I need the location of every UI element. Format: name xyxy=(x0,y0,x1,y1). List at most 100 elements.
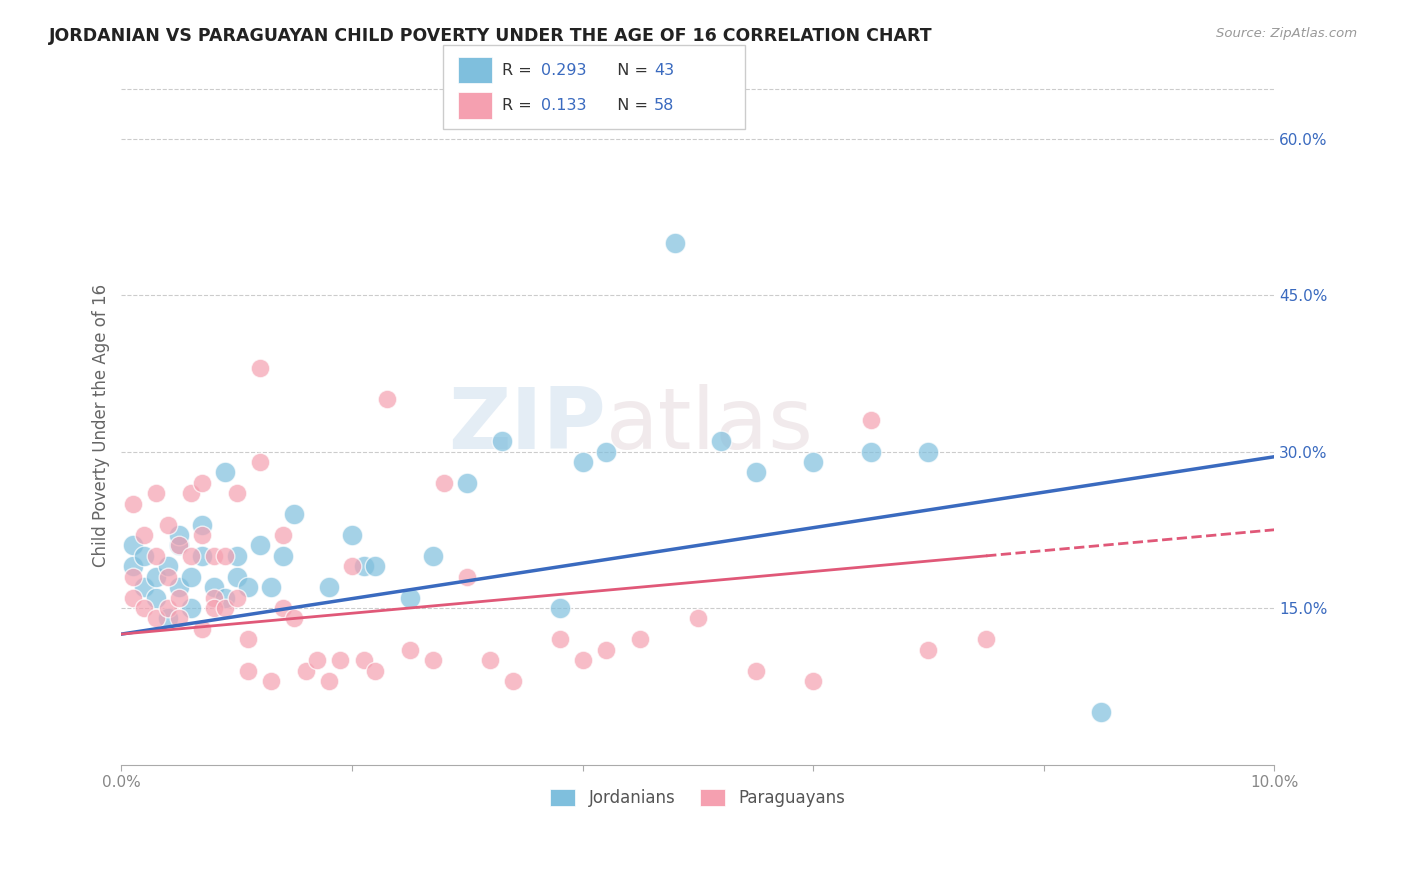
Point xyxy=(283,611,305,625)
Text: 43: 43 xyxy=(654,62,673,78)
Point xyxy=(364,664,387,678)
Point xyxy=(974,632,997,647)
Point xyxy=(744,664,766,678)
Point xyxy=(225,591,247,605)
Point xyxy=(456,475,478,490)
Point xyxy=(180,601,202,615)
Point xyxy=(145,570,167,584)
Point xyxy=(122,570,145,584)
Text: N =: N = xyxy=(607,62,654,78)
Point xyxy=(260,580,283,594)
Text: 58: 58 xyxy=(654,98,673,113)
Point xyxy=(318,674,340,689)
Y-axis label: Child Poverty Under the Age of 16: Child Poverty Under the Age of 16 xyxy=(93,284,110,567)
Point xyxy=(801,455,824,469)
Point xyxy=(202,549,225,563)
Point xyxy=(145,486,167,500)
Point xyxy=(398,642,420,657)
Point xyxy=(283,507,305,521)
Point xyxy=(249,455,271,469)
Text: JORDANIAN VS PARAGUAYAN CHILD POVERTY UNDER THE AGE OF 16 CORRELATION CHART: JORDANIAN VS PARAGUAYAN CHILD POVERTY UN… xyxy=(49,27,932,45)
Point xyxy=(917,642,939,657)
Point xyxy=(329,653,352,667)
Point xyxy=(859,444,882,458)
Point xyxy=(180,570,202,584)
Point xyxy=(249,361,271,376)
Point xyxy=(202,601,225,615)
Legend: Jordanians, Paraguayans: Jordanians, Paraguayans xyxy=(544,782,852,814)
Point xyxy=(318,580,340,594)
Point xyxy=(456,570,478,584)
Point xyxy=(156,611,179,625)
Text: R =: R = xyxy=(502,62,537,78)
Point xyxy=(479,653,502,667)
Point xyxy=(191,475,214,490)
Point xyxy=(686,611,709,625)
Point xyxy=(249,538,271,552)
Point xyxy=(353,653,375,667)
Point xyxy=(214,601,236,615)
Point xyxy=(122,497,145,511)
Point xyxy=(433,475,456,490)
Point xyxy=(191,528,214,542)
Text: ZIP: ZIP xyxy=(449,384,606,467)
Point xyxy=(180,549,202,563)
Point xyxy=(122,591,145,605)
Point xyxy=(238,664,260,678)
Text: 0.133: 0.133 xyxy=(541,98,586,113)
Point xyxy=(595,642,617,657)
Point xyxy=(595,444,617,458)
Point xyxy=(571,455,593,469)
Point xyxy=(134,549,156,563)
Point xyxy=(214,591,236,605)
Point xyxy=(340,528,363,542)
Point xyxy=(202,580,225,594)
Text: atlas: atlas xyxy=(606,384,814,467)
Point xyxy=(364,559,387,574)
Point xyxy=(145,549,167,563)
Point xyxy=(145,611,167,625)
Point xyxy=(422,653,444,667)
Point xyxy=(710,434,733,448)
Point xyxy=(134,601,156,615)
Point xyxy=(167,538,190,552)
Point xyxy=(191,549,214,563)
Point xyxy=(225,549,247,563)
Point xyxy=(744,466,766,480)
Point xyxy=(191,517,214,532)
Point xyxy=(180,486,202,500)
Point xyxy=(801,674,824,689)
Point xyxy=(191,622,214,636)
Point xyxy=(548,601,571,615)
Point xyxy=(167,611,190,625)
Point xyxy=(202,591,225,605)
Text: Source: ZipAtlas.com: Source: ZipAtlas.com xyxy=(1216,27,1357,40)
Point xyxy=(398,591,420,605)
Point xyxy=(1090,706,1112,720)
Point xyxy=(134,528,156,542)
Point xyxy=(156,517,179,532)
Point xyxy=(295,664,318,678)
Point xyxy=(156,570,179,584)
Point xyxy=(548,632,571,647)
Point xyxy=(225,570,247,584)
Point xyxy=(375,392,398,407)
Point xyxy=(353,559,375,574)
Point xyxy=(214,466,236,480)
Point xyxy=(664,235,686,250)
Text: R =: R = xyxy=(502,98,537,113)
Point xyxy=(145,591,167,605)
Point xyxy=(491,434,513,448)
Point xyxy=(917,444,939,458)
Point xyxy=(167,580,190,594)
Point xyxy=(271,528,294,542)
Point xyxy=(122,538,145,552)
Point xyxy=(167,528,190,542)
Point xyxy=(571,653,593,667)
Point xyxy=(156,601,179,615)
Point xyxy=(134,580,156,594)
Point xyxy=(260,674,283,689)
Point xyxy=(271,601,294,615)
Point xyxy=(238,632,260,647)
Text: N =: N = xyxy=(607,98,654,113)
